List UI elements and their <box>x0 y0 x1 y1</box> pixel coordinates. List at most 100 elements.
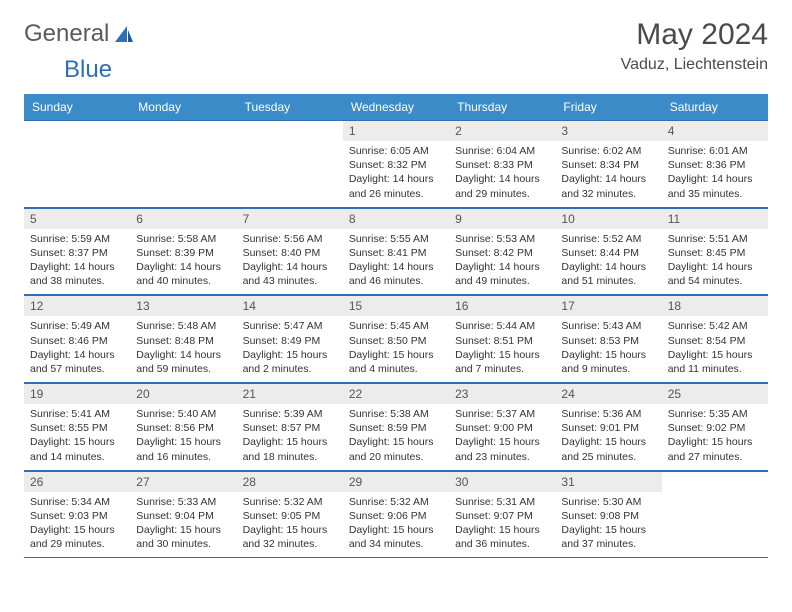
day-number: 25 <box>662 383 768 404</box>
day-number: 1 <box>343 120 449 141</box>
weekday-header-row: Sunday Monday Tuesday Wednesday Thursday… <box>24 94 768 120</box>
weekday-header: Monday <box>130 94 236 120</box>
calendar-day-cell: 16Sunrise: 5:44 AMSunset: 8:51 PMDayligh… <box>449 295 555 383</box>
calendar-week-row: 19Sunrise: 5:41 AMSunset: 8:55 PMDayligh… <box>24 383 768 471</box>
day-details: Sunrise: 5:36 AMSunset: 9:01 PMDaylight:… <box>555 404 661 470</box>
calendar-week-row: 12Sunrise: 5:49 AMSunset: 8:46 PMDayligh… <box>24 295 768 383</box>
day-details: Sunrise: 5:53 AMSunset: 8:42 PMDaylight:… <box>449 229 555 295</box>
logo-text-general: General <box>24 20 109 48</box>
calendar-week-row: 5Sunrise: 5:59 AMSunset: 8:37 PMDaylight… <box>24 207 768 295</box>
calendar-week-row: 1Sunrise: 6:05 AMSunset: 8:32 PMDaylight… <box>24 120 768 207</box>
calendar-week-row: 26Sunrise: 5:34 AMSunset: 9:03 PMDayligh… <box>24 470 768 558</box>
calendar-day-cell: 23Sunrise: 5:37 AMSunset: 9:00 PMDayligh… <box>449 383 555 471</box>
day-number: 15 <box>343 295 449 316</box>
calendar-day-cell: 25Sunrise: 5:35 AMSunset: 9:02 PMDayligh… <box>662 383 768 471</box>
day-number: 19 <box>24 383 130 404</box>
empty-day-bar <box>662 471 768 492</box>
empty-day-bar <box>24 120 130 141</box>
day-details: Sunrise: 5:44 AMSunset: 8:51 PMDaylight:… <box>449 316 555 382</box>
calendar-day-cell <box>237 120 343 207</box>
day-number: 24 <box>555 383 661 404</box>
day-details: Sunrise: 5:38 AMSunset: 8:59 PMDaylight:… <box>343 404 449 470</box>
day-details: Sunrise: 5:30 AMSunset: 9:08 PMDaylight:… <box>555 492 661 558</box>
calendar-day-cell: 27Sunrise: 5:33 AMSunset: 9:04 PMDayligh… <box>130 470 236 558</box>
empty-day-bar <box>130 120 236 141</box>
day-details: Sunrise: 5:33 AMSunset: 9:04 PMDaylight:… <box>130 492 236 558</box>
day-number: 6 <box>130 208 236 229</box>
day-details: Sunrise: 5:47 AMSunset: 8:49 PMDaylight:… <box>237 316 343 382</box>
calendar-day-cell: 9Sunrise: 5:53 AMSunset: 8:42 PMDaylight… <box>449 207 555 295</box>
calendar-day-cell: 15Sunrise: 5:45 AMSunset: 8:50 PMDayligh… <box>343 295 449 383</box>
day-number: 30 <box>449 471 555 492</box>
weekday-header: Saturday <box>662 94 768 120</box>
calendar-day-cell <box>24 120 130 207</box>
day-number: 2 <box>449 120 555 141</box>
calendar-day-cell: 10Sunrise: 5:52 AMSunset: 8:44 PMDayligh… <box>555 207 661 295</box>
day-details: Sunrise: 5:49 AMSunset: 8:46 PMDaylight:… <box>24 316 130 382</box>
calendar-day-cell: 14Sunrise: 5:47 AMSunset: 8:49 PMDayligh… <box>237 295 343 383</box>
weekday-header: Friday <box>555 94 661 120</box>
day-number: 5 <box>24 208 130 229</box>
day-details: Sunrise: 5:35 AMSunset: 9:02 PMDaylight:… <box>662 404 768 470</box>
day-number: 9 <box>449 208 555 229</box>
calendar-day-cell: 22Sunrise: 5:38 AMSunset: 8:59 PMDayligh… <box>343 383 449 471</box>
calendar-day-cell: 2Sunrise: 6:04 AMSunset: 8:33 PMDaylight… <box>449 120 555 207</box>
day-details: Sunrise: 5:48 AMSunset: 8:48 PMDaylight:… <box>130 316 236 382</box>
day-details: Sunrise: 5:42 AMSunset: 8:54 PMDaylight:… <box>662 316 768 382</box>
day-number: 22 <box>343 383 449 404</box>
day-number: 3 <box>555 120 661 141</box>
calendar-day-cell: 6Sunrise: 5:58 AMSunset: 8:39 PMDaylight… <box>130 207 236 295</box>
day-number: 11 <box>662 208 768 229</box>
day-details: Sunrise: 5:37 AMSunset: 9:00 PMDaylight:… <box>449 404 555 470</box>
calendar-day-cell: 7Sunrise: 5:56 AMSunset: 8:40 PMDaylight… <box>237 207 343 295</box>
day-details: Sunrise: 5:40 AMSunset: 8:56 PMDaylight:… <box>130 404 236 470</box>
calendar-day-cell <box>130 120 236 207</box>
calendar-day-cell: 29Sunrise: 5:32 AMSunset: 9:06 PMDayligh… <box>343 470 449 558</box>
day-number: 14 <box>237 295 343 316</box>
calendar-day-cell: 30Sunrise: 5:31 AMSunset: 9:07 PMDayligh… <box>449 470 555 558</box>
day-number: 26 <box>24 471 130 492</box>
day-number: 29 <box>343 471 449 492</box>
calendar-day-cell: 11Sunrise: 5:51 AMSunset: 8:45 PMDayligh… <box>662 207 768 295</box>
calendar-day-cell: 24Sunrise: 5:36 AMSunset: 9:01 PMDayligh… <box>555 383 661 471</box>
day-details: Sunrise: 5:59 AMSunset: 8:37 PMDaylight:… <box>24 229 130 295</box>
day-details: Sunrise: 5:51 AMSunset: 8:45 PMDaylight:… <box>662 229 768 295</box>
day-number: 17 <box>555 295 661 316</box>
day-number: 31 <box>555 471 661 492</box>
weekday-header: Tuesday <box>237 94 343 120</box>
calendar-day-cell: 12Sunrise: 5:49 AMSunset: 8:46 PMDayligh… <box>24 295 130 383</box>
day-details: Sunrise: 5:45 AMSunset: 8:50 PMDaylight:… <box>343 316 449 382</box>
calendar-day-cell: 5Sunrise: 5:59 AMSunset: 8:37 PMDaylight… <box>24 207 130 295</box>
day-details: Sunrise: 5:43 AMSunset: 8:53 PMDaylight:… <box>555 316 661 382</box>
day-number: 20 <box>130 383 236 404</box>
weekday-header: Wednesday <box>343 94 449 120</box>
day-number: 10 <box>555 208 661 229</box>
calendar-day-cell: 1Sunrise: 6:05 AMSunset: 8:32 PMDaylight… <box>343 120 449 207</box>
day-details: Sunrise: 5:39 AMSunset: 8:57 PMDaylight:… <box>237 404 343 470</box>
weekday-header: Thursday <box>449 94 555 120</box>
calendar-day-cell: 26Sunrise: 5:34 AMSunset: 9:03 PMDayligh… <box>24 470 130 558</box>
calendar-day-cell: 18Sunrise: 5:42 AMSunset: 8:54 PMDayligh… <box>662 295 768 383</box>
day-number: 21 <box>237 383 343 404</box>
day-number: 13 <box>130 295 236 316</box>
day-number: 8 <box>343 208 449 229</box>
day-details: Sunrise: 6:02 AMSunset: 8:34 PMDaylight:… <box>555 141 661 207</box>
calendar-day-cell: 17Sunrise: 5:43 AMSunset: 8:53 PMDayligh… <box>555 295 661 383</box>
day-details: Sunrise: 5:52 AMSunset: 8:44 PMDaylight:… <box>555 229 661 295</box>
month-title: May 2024 <box>621 20 768 50</box>
day-number: 28 <box>237 471 343 492</box>
day-details: Sunrise: 6:01 AMSunset: 8:36 PMDaylight:… <box>662 141 768 207</box>
empty-day-bar <box>237 120 343 141</box>
calendar-day-cell: 31Sunrise: 5:30 AMSunset: 9:08 PMDayligh… <box>555 470 661 558</box>
logo-sail-icon <box>113 24 135 44</box>
day-number: 18 <box>662 295 768 316</box>
calendar-day-cell: 8Sunrise: 5:55 AMSunset: 8:41 PMDaylight… <box>343 207 449 295</box>
day-number: 4 <box>662 120 768 141</box>
calendar-day-cell <box>662 470 768 558</box>
calendar-table: Sunday Monday Tuesday Wednesday Thursday… <box>24 94 768 558</box>
day-number: 7 <box>237 208 343 229</box>
day-details: Sunrise: 5:31 AMSunset: 9:07 PMDaylight:… <box>449 492 555 558</box>
day-details: Sunrise: 6:05 AMSunset: 8:32 PMDaylight:… <box>343 141 449 207</box>
calendar-day-cell: 28Sunrise: 5:32 AMSunset: 9:05 PMDayligh… <box>237 470 343 558</box>
day-details: Sunrise: 6:04 AMSunset: 8:33 PMDaylight:… <box>449 141 555 207</box>
